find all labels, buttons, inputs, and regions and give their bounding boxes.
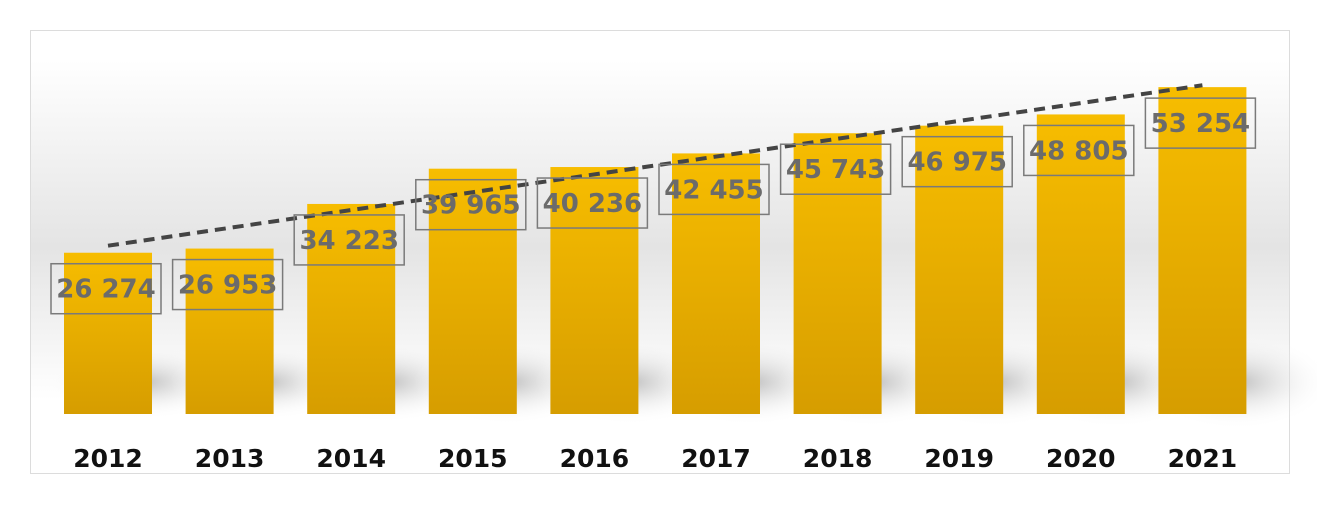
value-label-box [536,177,649,229]
bar-2016 [550,167,639,414]
bar-2013 [185,248,274,414]
trendline [107,83,1203,248]
category-label-2015: 2015 [438,444,508,473]
category-label-2021: 2021 [1168,444,1238,473]
value-label-box [415,178,527,231]
value-label-2015: 39 965 [421,191,521,221]
category-label-2016: 2016 [560,444,630,473]
category-label-2020: 2020 [1046,444,1116,473]
value-label-box [1144,97,1257,149]
value-label-box [50,262,162,315]
bar-2017 [672,153,760,415]
value-label-box [293,214,405,266]
category-label-2018: 2018 [803,444,873,473]
value-label-2019: 46 975 [907,148,1007,178]
value-labels-group: 26 274 26 953 34 223 39 965 40 236 42 455 45 7… [50,97,1257,315]
value-label-box [658,163,770,216]
value-label-box [901,135,1013,188]
bar-2021 [1158,87,1247,414]
value-label-2018: 45 743 [786,155,886,185]
category-label-2017: 2017 [681,444,751,473]
bar-2019 [915,125,1004,414]
category-labels-group: 2012 2013 2014 2015 2016 2017 2018 2019 2020 2021 [73,444,1237,473]
value-label-2017: 42 455 [664,175,764,205]
bar-2014 [307,203,396,414]
value-label-2020: 48 805 [1029,136,1129,166]
bar-2020 [1036,114,1125,415]
value-label-2013: 26 953 [178,271,278,301]
bar-2018 [793,133,882,414]
value-label-box [171,258,284,311]
bar-2012 [64,252,152,414]
value-label-2016: 40 236 [543,189,643,219]
value-label-2014: 34 223 [299,226,399,256]
trendline-group [107,83,1203,248]
category-label-2012: 2012 [73,444,143,473]
value-label-box [1023,124,1135,177]
category-label-2013: 2013 [195,444,265,473]
category-label-2019: 2019 [924,444,994,473]
category-label-2014: 2014 [316,444,386,473]
value-label-2021: 53 254 [1151,109,1251,139]
value-label-box [779,143,892,195]
bar-2015 [428,168,517,414]
value-label-2012: 26 274 [56,275,156,305]
bars-group [64,87,1247,415]
